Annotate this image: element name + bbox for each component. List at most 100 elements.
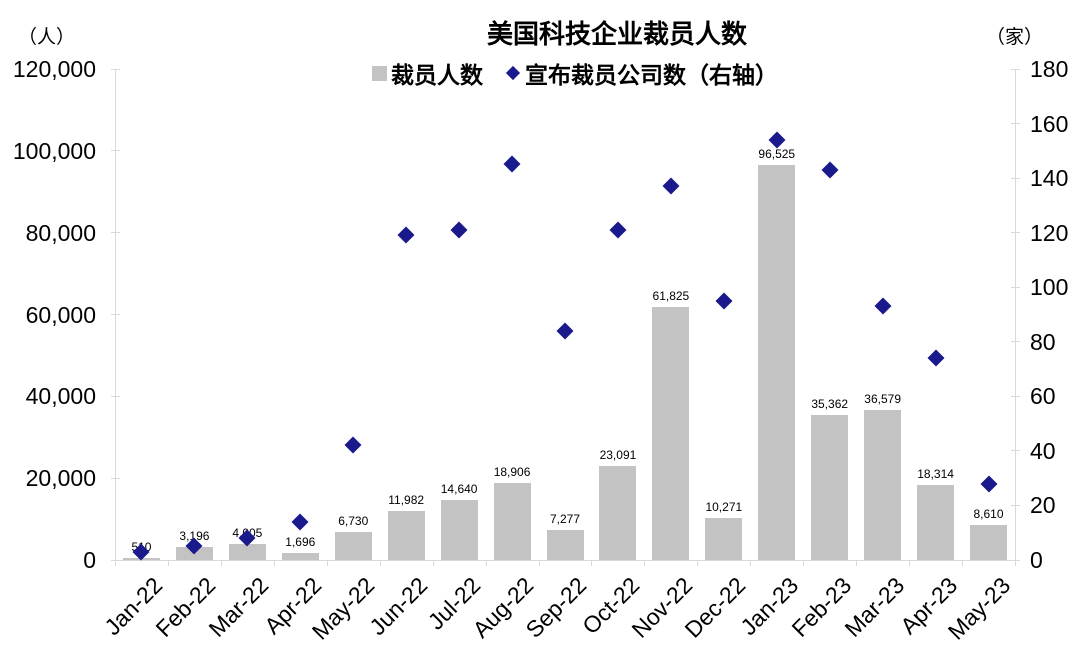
bar <box>758 165 796 560</box>
left-axis-tick <box>111 232 120 234</box>
left-axis-tick-label: 0 <box>83 547 96 573</box>
x-axis-tick <box>1015 560 1016 566</box>
right-axis-tick-label: 20 <box>1030 492 1056 519</box>
diamond-marker <box>503 155 521 173</box>
x-axis-tick <box>909 560 911 566</box>
right-axis-tick-label: 120 <box>1030 219 1069 246</box>
bar-value-label: 96,525 <box>758 147 796 162</box>
x-axis-tick <box>644 560 646 566</box>
left-axis-tick <box>111 68 120 70</box>
x-axis-line <box>115 560 1016 561</box>
left-axis-tick <box>111 150 120 152</box>
bar <box>970 524 1008 560</box>
x-axis-tick <box>432 560 434 566</box>
bar <box>546 530 584 560</box>
x-axis-tick <box>803 560 805 566</box>
legend-label-points: 宣布裁员公司数（右轴） <box>525 62 778 88</box>
right-axis-tick <box>1011 504 1020 506</box>
right-axis-tick-label: 100 <box>1030 274 1069 301</box>
bar-value-label: 23,091 <box>599 447 637 462</box>
right-axis-unit: （家） <box>986 27 1044 48</box>
x-axis-tick <box>273 560 275 566</box>
plot-area: 5103,1964,0051,6966,73011,98214,64018,90… <box>111 68 1020 566</box>
diamond-marker <box>874 297 892 315</box>
right-axis-tick-label: 60 <box>1030 383 1056 410</box>
diamond-marker <box>980 475 998 493</box>
diamond-marker <box>821 161 839 179</box>
bar-value-label: 6,730 <box>338 514 369 529</box>
bar-value-label: 8,610 <box>973 506 1004 521</box>
x-axis-tick <box>485 560 487 566</box>
legend-item-points: 宣布裁员公司数（右轴） <box>505 56 778 90</box>
bar-value-label: 61,825 <box>652 289 690 304</box>
right-axis-tick <box>1011 450 1020 452</box>
bar-value-label: 11,982 <box>388 492 425 507</box>
bar <box>864 410 902 560</box>
bar <box>334 532 372 560</box>
left-axis-tick-label: 40,000 <box>25 383 96 410</box>
right-axis-tick <box>1011 68 1020 70</box>
right-axis-tick <box>1011 341 1020 343</box>
diamond-marker <box>768 131 786 149</box>
legend: 裁员人数 宣布裁员公司数（右轴） <box>372 56 778 90</box>
bar-value-label: 35,362 <box>811 397 849 412</box>
right-axis-tick-label: 180 <box>1030 56 1069 82</box>
legend-item-bars: 裁员人数 <box>372 56 483 90</box>
bar <box>387 510 425 560</box>
left-axis-tick-label: 20,000 <box>25 465 96 492</box>
left-axis-tick-label: 100,000 <box>12 137 96 164</box>
diamond-marker <box>344 436 362 454</box>
bar <box>705 517 743 560</box>
right-axis-tick <box>1011 232 1020 234</box>
right-axis-tick-label: 80 <box>1030 328 1056 355</box>
bar-value-label: 1,696 <box>285 535 316 550</box>
bar-value-label: 7,277 <box>549 512 581 527</box>
bar <box>652 307 690 560</box>
x-axis-tick <box>220 560 222 566</box>
x-axis-tick <box>538 560 540 566</box>
x-axis-tick <box>697 560 699 566</box>
left-axis-tick-label: 80,000 <box>25 219 96 246</box>
right-axis-tick <box>1011 177 1020 179</box>
x-axis-tick <box>326 560 328 566</box>
bar <box>811 415 849 560</box>
x-axis-tick <box>115 560 116 566</box>
left-axis-tick <box>111 477 120 479</box>
right-axis-tick <box>1011 123 1020 125</box>
bar <box>917 485 955 560</box>
right-axis-tick <box>1011 286 1020 288</box>
diamond-marker <box>397 226 415 244</box>
bar <box>440 500 478 560</box>
right-axis-tick-label: 40 <box>1030 437 1056 464</box>
legend-label-bars: 裁员人数 <box>391 62 483 88</box>
bar <box>281 553 319 560</box>
bar-value-label: 3,196 <box>179 528 210 543</box>
bar-swatch-icon <box>372 65 387 81</box>
right-axis-tick-label: 140 <box>1030 165 1069 192</box>
x-axis-tick <box>962 560 964 566</box>
bar-value-label: 36,579 <box>864 392 901 407</box>
x-axis-tick <box>379 560 381 566</box>
x-axis-tick <box>167 560 169 566</box>
diamond-marker <box>927 349 945 367</box>
bar-value-label: 18,314 <box>917 467 954 482</box>
right-axis-tick-label: 160 <box>1030 110 1069 137</box>
left-axis-tick <box>111 395 120 397</box>
chart-title: 美国科技企业裁员人数 <box>486 19 748 49</box>
bar <box>493 482 531 560</box>
diamond-marker <box>450 221 468 239</box>
left-axis-tick-label: 120,000 <box>12 56 96 82</box>
diamond-marker <box>556 322 574 340</box>
x-axis-tick <box>591 560 593 566</box>
right-axis-line <box>1015 69 1016 560</box>
left-axis-unit: （人） <box>18 27 76 48</box>
diamond-marker <box>662 177 680 195</box>
x-axis-tick <box>750 560 752 566</box>
right-axis-tick-label: 0 <box>1030 547 1043 573</box>
diamond-marker <box>291 513 309 531</box>
bar-value-label: 10,271 <box>705 499 743 514</box>
left-axis-tick <box>111 314 120 315</box>
right-axis-tick <box>1011 395 1020 397</box>
diamond-marker <box>715 292 733 310</box>
